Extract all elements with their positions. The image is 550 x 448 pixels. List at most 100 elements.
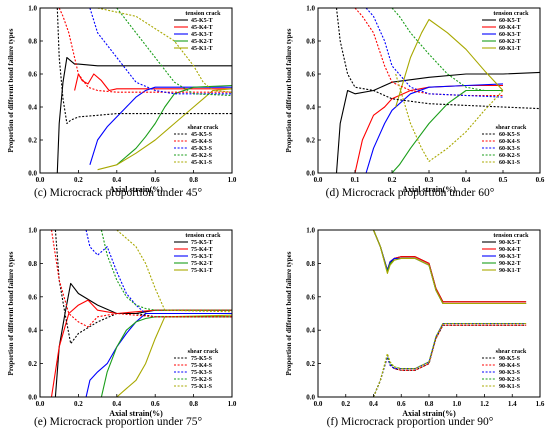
x-tick-label: 1.0 (452, 400, 461, 408)
series-line-75-k3-s (85, 229, 232, 315)
y-axis-label: Proportion of different bond failure typ… (7, 251, 15, 375)
series-line-60-k5-t (335, 71, 541, 174)
x-tick-label: 0.0 (314, 176, 323, 184)
x-tick-label: 0.2 (341, 400, 350, 408)
series-line-75-k2-t (100, 316, 232, 398)
y-tick-label: 1.0 (28, 227, 37, 235)
legend-label: 45-K3-S (191, 146, 213, 152)
y-tick-label: 0.2 (28, 360, 37, 368)
series-line-75-k4-t (50, 299, 232, 398)
legend-label: 60-K1-S (499, 160, 521, 166)
series-line-45-k4-t (74, 73, 232, 92)
legend-label: 90-K2-T (499, 261, 521, 267)
y-tick-label: 0.0 (28, 170, 37, 178)
series-line-75-k1-t (116, 314, 233, 398)
panel-c: 0.0 0.2 0.4 0.6 0.8 1.0 0.0 0.2 0.4 0.6 0.8 1.0 Axia… (7, 5, 237, 200)
series-line-75-k4-s (50, 229, 232, 328)
series-group (372, 229, 527, 398)
x-tick-label: 0.4 (112, 400, 121, 408)
legend-title: tension crack (185, 232, 221, 239)
x-tick-label: 0.8 (425, 400, 434, 408)
x-tick-label: 0.4 (369, 400, 378, 408)
legend-title: tension crack (493, 10, 529, 17)
x-tick-label: 0.6 (151, 176, 160, 184)
x-tick-label: 0.1 (351, 176, 360, 184)
legend-label: 60-K5-T (499, 18, 521, 24)
legend-label: 45-K3-T (191, 32, 213, 38)
legend-title: shear crack (496, 348, 527, 355)
legend-label: 90-K4-S (499, 363, 521, 369)
legend-label: 75-K3-S (191, 370, 213, 376)
legend-label: 75-K4-T (191, 247, 213, 253)
legend-label: 90-K1-T (499, 268, 521, 274)
series-line-60-k1-t (395, 18, 504, 108)
x-tick-label: 0.6 (397, 400, 406, 408)
legend-label: 75-K1-T (191, 268, 213, 274)
x-tick-label: 0.0 (314, 400, 323, 408)
legend-label: 90-K4-T (499, 247, 521, 253)
series-line-60-k2-s (391, 7, 503, 92)
y-tick-label: 0.2 (306, 360, 315, 368)
series-line-60-k1-s (395, 73, 504, 162)
legend-label: 60-K5-S (499, 132, 521, 138)
legend-label: 45-K1-S (191, 160, 213, 166)
series-group (335, 7, 541, 174)
y-tick-label: 1.0 (28, 5, 37, 13)
legend-label: 60-K1-T (499, 46, 521, 52)
series-line-60-k3-t (365, 83, 504, 174)
legend-label: 75-K4-S (191, 363, 213, 369)
x-tick-label: 0.4 (462, 176, 471, 184)
series-line-75-k3-t (85, 312, 232, 398)
legend-label: 45-K2-S (191, 153, 213, 159)
x-tick-label: 0.8 (189, 176, 198, 184)
series-line-45-k3-s (89, 7, 232, 95)
y-tick-label: 0.0 (306, 394, 315, 402)
panel-f: 0.0 0.2 0.4 0.6 0.8 1.0 1.2 1.4 1.6 0.0 0.2 0.4 0.6 0… (285, 227, 545, 429)
y-tick-label: 0.8 (28, 260, 37, 268)
x-tick-label: 0.8 (189, 400, 198, 408)
series-line-45-k1-s (97, 7, 233, 93)
legend-title: shear crack (188, 348, 219, 355)
legend-label: 45-K2-T (191, 39, 213, 45)
y-tick-label: 0.0 (28, 394, 37, 402)
y-axis-label: Proportion of different bond failure typ… (285, 28, 293, 152)
x-tick-label: 0.3 (425, 176, 434, 184)
y-tick-label: 1.0 (306, 5, 315, 13)
legend-label: 75-K5-T (191, 240, 213, 246)
y-tick-label: 0.6 (306, 293, 315, 301)
x-tick-label: 1.0 (228, 400, 237, 408)
x-axis-label: Axial strain(%) (402, 185, 456, 194)
legend-label: 60-K2-S (499, 153, 521, 159)
legend-label: 60-K4-T (499, 25, 521, 31)
y-tick-label: 0.2 (28, 137, 37, 145)
x-tick-label: 0.5 (499, 176, 508, 184)
legend-label: 45-K4-S (191, 139, 213, 145)
panel-caption: (f) Microcrack proportion under 90° (327, 416, 494, 428)
x-tick-label: 0.0 (36, 176, 45, 184)
legend-title: tension crack (493, 232, 529, 239)
x-tick-label: 0.6 (151, 400, 160, 408)
legend-label: 60-K4-S (499, 139, 521, 145)
y-tick-label: 0.8 (306, 260, 315, 268)
x-axis-label: Axial strain(%) (402, 409, 456, 418)
legend-label: 90-K5-T (499, 240, 521, 246)
legend-label: 75-K2-S (191, 377, 213, 383)
x-tick-label: 0.2 (388, 176, 397, 184)
legend-label: 45-K5-S (191, 132, 213, 138)
y-tick-label: 0.8 (28, 38, 37, 46)
series-line-60-k3-s (365, 7, 504, 98)
panel-caption: (c) Microcrack proportion under 45° (34, 187, 202, 199)
series-line-60-k5-s (335, 7, 541, 110)
x-tick-label: 1.4 (508, 400, 517, 408)
series-line-60-k4-t (354, 84, 503, 174)
legend-label: 75-K5-S (191, 356, 213, 362)
legend-title: shear crack (188, 124, 219, 131)
series-line-75-k1-s (116, 229, 233, 313)
y-tick-label: 0.2 (306, 137, 315, 145)
y-tick-label: 0.6 (28, 71, 37, 79)
legend-title: shear crack (496, 124, 527, 131)
y-tick-label: 0.4 (306, 104, 315, 112)
x-axis-label: Axial strain(%) (109, 409, 163, 418)
